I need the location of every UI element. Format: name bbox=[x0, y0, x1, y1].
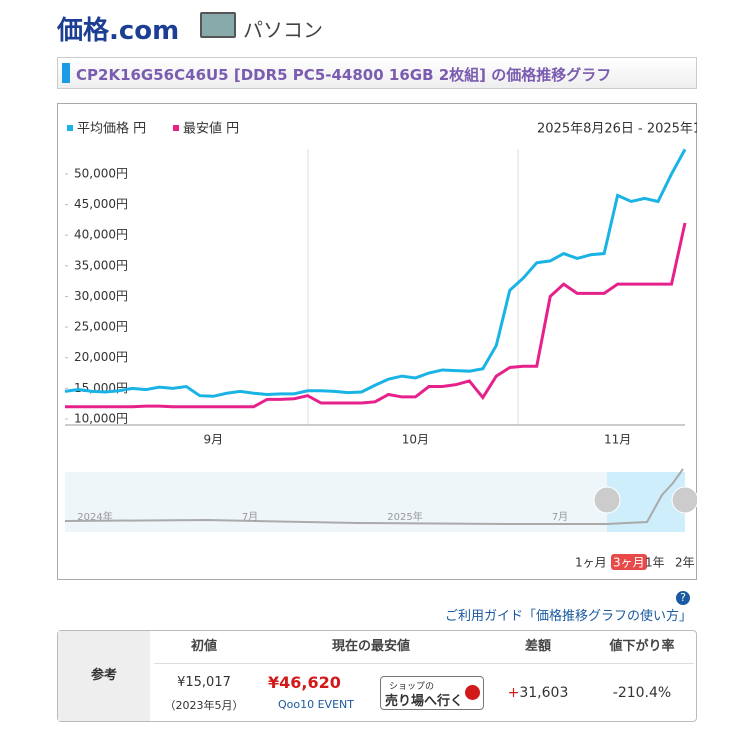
row-label: 参考 bbox=[58, 631, 150, 721]
period-buttons: 1ヶ月 3ヶ月 1年 2年 bbox=[575, 554, 695, 570]
y-tick-label: 30,000円 bbox=[74, 289, 128, 303]
pc-icon bbox=[200, 12, 236, 38]
chart: 2025年8月26日 - 2025年11月26日 2024年7月2025年7月 … bbox=[57, 103, 697, 580]
first-price: ¥15,017 bbox=[177, 675, 231, 690]
button-text: 売り場へ行く bbox=[385, 694, 464, 709]
title-mark bbox=[62, 63, 70, 83]
help-icon: ? bbox=[676, 591, 690, 605]
period-button[interactable]: 1ヶ月 bbox=[575, 556, 607, 570]
current-price: ¥46,620 bbox=[268, 673, 341, 692]
button-arrow bbox=[465, 685, 480, 700]
legend-label: 最安値 円 bbox=[183, 121, 239, 137]
navigator-label: 7月 bbox=[552, 511, 568, 523]
period-active bbox=[611, 554, 647, 570]
y-tick-label: 25,000円 bbox=[74, 320, 128, 334]
range-handle[interactable] bbox=[671, 486, 697, 514]
header-cell: 値下がり率 bbox=[609, 639, 675, 654]
shop-name[interactable]: Qoo10 EVENT bbox=[278, 698, 354, 711]
diff-value: 31,603 bbox=[519, 685, 569, 701]
navigator-label: 7月 bbox=[242, 511, 258, 523]
title-bar: CP2K16G56C46U5 [DDR5 PC5-44800 16GB 2枚組]… bbox=[57, 57, 697, 89]
legend-swatch bbox=[67, 125, 73, 131]
navigator-label: 2025年 bbox=[387, 510, 422, 523]
guide-text[interactable]: ご利用ガイド「価格推移グラフの使い方」 bbox=[444, 609, 692, 624]
shop-button[interactable]: ショップの 売り場へ行く bbox=[380, 676, 484, 710]
navigator-labels: 2024年 7月 2025年 7月 bbox=[77, 510, 568, 523]
y-tick-label: 20,000円 bbox=[74, 350, 128, 364]
logo[interactable]: 価格.com bbox=[57, 16, 180, 46]
difference: +31,603 bbox=[488, 685, 588, 701]
header-cell: 初値 bbox=[190, 639, 217, 654]
legend-label: 平均価格 円 bbox=[77, 121, 146, 137]
legend-swatch bbox=[173, 125, 179, 131]
category[interactable]: パソコン bbox=[243, 18, 323, 42]
y-tick-label: 45,000円 bbox=[74, 197, 128, 211]
navigator-line bbox=[64, 468, 684, 525]
first-date: （2023年5月） bbox=[164, 699, 244, 712]
guide-link[interactable]: ? ご利用ガイド「価格推移グラフの使い方」 bbox=[432, 590, 692, 624]
y-tick-label: 40,000円 bbox=[74, 228, 128, 242]
x-tick-label: 10月 bbox=[402, 433, 429, 447]
navigator-label: 2024年 bbox=[77, 510, 112, 523]
date-range: 2025年8月26日 - 2025年11月26日 bbox=[537, 122, 697, 137]
period-button[interactable]: 2年 bbox=[675, 556, 695, 570]
y-tick-label: 10,000円 bbox=[74, 411, 128, 425]
x-tick-label: 11月 bbox=[604, 433, 631, 447]
y-tick-label: 35,000円 bbox=[74, 258, 128, 272]
page-title: CP2K16G56C46U5 [DDR5 PC5-44800 16GB 2枚組]… bbox=[76, 66, 612, 84]
divider bbox=[154, 663, 694, 664]
price-line bbox=[64, 148, 687, 398]
header-cell: 差額 bbox=[524, 639, 551, 654]
diff-sign: + bbox=[507, 685, 520, 701]
y-tick-label: 50,000円 bbox=[74, 166, 128, 180]
period-button[interactable]: 3ヶ月 bbox=[613, 556, 645, 570]
price-line bbox=[65, 222, 687, 409]
x-tick-label: 9月 bbox=[203, 433, 223, 447]
navigator[interactable] bbox=[65, 472, 685, 532]
header-cell: 現在の最安値 bbox=[331, 639, 410, 654]
range-handle[interactable] bbox=[593, 486, 621, 514]
button-text: ショップの bbox=[389, 682, 435, 692]
rate: -210.4% bbox=[612, 685, 672, 701]
summary-table: 参考 初値 現在の最安値 差額 値下がり率 ¥15,017 （2023年5月） … bbox=[57, 630, 697, 722]
period-button[interactable]: 1年 bbox=[645, 556, 665, 570]
